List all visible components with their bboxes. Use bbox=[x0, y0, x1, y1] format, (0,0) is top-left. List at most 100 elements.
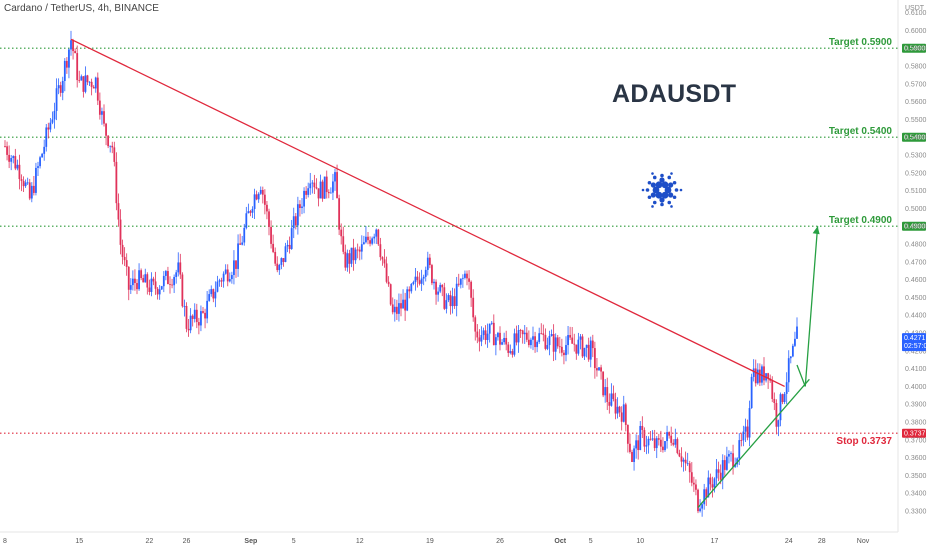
candle-body bbox=[197, 322, 200, 326]
candle-body bbox=[690, 472, 693, 483]
candle-body bbox=[173, 276, 176, 286]
downtrend-line bbox=[70, 38, 785, 387]
time-tick-label: Sep bbox=[244, 538, 257, 545]
candle-body bbox=[195, 309, 198, 323]
price-tick-label: 0.4700 bbox=[905, 259, 927, 266]
time-axis[interactable]: 8 15 22 26 Sep 5 12 19 26 Oct 5 10 17 24 28 Nov bbox=[0, 531, 898, 545]
candle-body bbox=[26, 182, 29, 184]
candle-body bbox=[327, 191, 330, 194]
candle-body bbox=[560, 346, 563, 353]
candle-body bbox=[488, 323, 491, 334]
candle-body bbox=[521, 330, 524, 335]
candle-body bbox=[525, 332, 528, 340]
logo-dot bbox=[667, 200, 672, 205]
candle-body bbox=[74, 51, 77, 54]
candle-body bbox=[472, 297, 475, 318]
candle-body bbox=[255, 194, 258, 200]
candle-body bbox=[218, 280, 221, 282]
time-tick-label: 24 bbox=[785, 538, 793, 545]
candle-body bbox=[105, 123, 107, 136]
candle-body bbox=[750, 376, 753, 409]
candle-body bbox=[385, 263, 388, 282]
candle-body bbox=[158, 289, 161, 295]
candle-body bbox=[657, 438, 660, 440]
logo-dot bbox=[668, 182, 674, 188]
candle-body bbox=[14, 156, 17, 169]
price-tick-label: 0.5400 bbox=[905, 135, 927, 142]
candle-body bbox=[532, 336, 534, 340]
candle-body bbox=[593, 348, 596, 369]
candle-body bbox=[608, 402, 611, 406]
candle-body bbox=[767, 373, 770, 379]
candle-body bbox=[88, 81, 91, 83]
candle-body bbox=[332, 181, 334, 193]
candle-body bbox=[51, 119, 54, 123]
candle-body bbox=[499, 332, 501, 345]
candle-body bbox=[754, 368, 757, 384]
symbol-watermark: ADAUSDT bbox=[612, 80, 737, 108]
candle-body bbox=[728, 454, 730, 457]
logo-dot bbox=[679, 188, 683, 192]
time-tick-label: Oct bbox=[554, 538, 566, 545]
candle-body bbox=[732, 453, 734, 467]
candle-body bbox=[709, 477, 712, 485]
candle-body bbox=[249, 211, 252, 213]
level-price-tag bbox=[902, 132, 926, 142]
candle-body bbox=[662, 446, 664, 451]
candle-body bbox=[466, 273, 468, 279]
candle-body bbox=[367, 236, 369, 241]
candle-body bbox=[717, 469, 720, 473]
candle-body bbox=[61, 80, 64, 93]
candle-body bbox=[637, 440, 640, 451]
logo-dot bbox=[664, 186, 672, 194]
candle-body bbox=[670, 435, 673, 443]
candle-body bbox=[579, 336, 582, 340]
logo-dot bbox=[650, 182, 656, 188]
candle-body bbox=[758, 369, 761, 383]
candle-body bbox=[189, 315, 192, 331]
candle-body bbox=[12, 156, 15, 159]
candle-body bbox=[90, 81, 93, 87]
candle-body bbox=[575, 344, 578, 354]
candle-body bbox=[261, 189, 264, 195]
candle-body bbox=[583, 347, 586, 357]
candle-body bbox=[78, 80, 81, 81]
candle-body bbox=[373, 236, 376, 239]
candle-body bbox=[567, 335, 569, 346]
candle-body bbox=[317, 188, 320, 199]
candle-body bbox=[598, 367, 600, 371]
candle-body bbox=[789, 356, 792, 359]
price-tick-label: 0.5500 bbox=[905, 117, 927, 124]
candle-body bbox=[577, 339, 580, 354]
time-tick-label: 5 bbox=[292, 538, 296, 545]
time-tick-label: 22 bbox=[145, 538, 153, 545]
logo-dot bbox=[645, 188, 650, 192]
candle-body bbox=[781, 394, 784, 403]
candle-body bbox=[70, 40, 72, 50]
time-tick-label: 19 bbox=[426, 538, 434, 545]
candle-body bbox=[404, 299, 407, 311]
candle-body bbox=[715, 469, 718, 479]
candle-body bbox=[313, 182, 316, 188]
candle-body bbox=[45, 127, 48, 147]
candle-body bbox=[711, 484, 714, 488]
candle-body bbox=[47, 127, 50, 130]
candle-body bbox=[441, 284, 444, 288]
candle-body bbox=[191, 315, 194, 319]
candle-body bbox=[651, 438, 654, 440]
candle-body bbox=[63, 60, 66, 81]
candle-body bbox=[59, 85, 62, 93]
price-tick-label: 0.3500 bbox=[905, 473, 927, 480]
price-tick-label: 0.5000 bbox=[905, 206, 927, 213]
candle-body bbox=[338, 198, 341, 230]
candle-body bbox=[484, 330, 487, 341]
candle-body bbox=[84, 75, 87, 92]
candle-body bbox=[571, 337, 574, 344]
candle-body bbox=[431, 265, 433, 284]
candle-body bbox=[101, 111, 103, 115]
candle-body bbox=[538, 333, 541, 342]
candle-body bbox=[138, 270, 140, 290]
price-tick-label: 0.4900 bbox=[905, 224, 927, 231]
